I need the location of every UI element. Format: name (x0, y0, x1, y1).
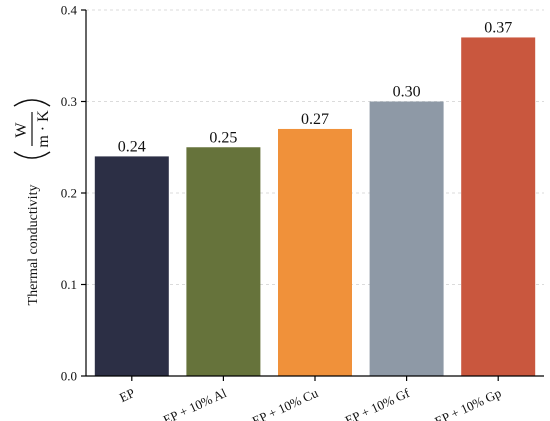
x-tick-label: EP + 10% Gf (343, 385, 413, 421)
bar (369, 101, 444, 376)
y-ticks-group: 0.0 0.1 0.2 0.3 0.4 (61, 3, 86, 384)
bar (94, 156, 169, 376)
unit-numerator: W (13, 122, 30, 138)
x-tick-label: EP + 10% Cu (250, 385, 321, 421)
data-labels-group: 0.24 0.25 0.27 0.30 0.37 (118, 19, 512, 155)
x-ticks-group: EP EP + 10% Al EP + 10% Cu EP + 10% Gf EP + … (117, 376, 503, 421)
data-label: 0.24 (118, 138, 146, 155)
y-tick-label: 0.3 (61, 94, 77, 109)
unit-denominator: m · K (35, 110, 52, 148)
right-paren (13, 99, 51, 107)
x-tick-label: EP (117, 385, 137, 405)
y-axis-label: Thermal conductivity (26, 185, 41, 306)
y-axis-title: Thermal conductivity W m · K (13, 99, 52, 306)
bar (186, 147, 261, 376)
x-tick-label: EP + 10% Gp (432, 385, 503, 421)
data-label: 0.30 (393, 84, 421, 101)
bar (461, 37, 536, 376)
bar (278, 128, 352, 376)
left-paren (13, 151, 51, 159)
bars-group (94, 37, 536, 376)
y-tick-label: 0.2 (61, 186, 77, 201)
y-tick-label: 0.0 (61, 369, 77, 384)
data-label: 0.27 (301, 111, 329, 128)
x-tick-label: EP + 10% Al (161, 385, 229, 421)
data-label: 0.37 (484, 19, 512, 36)
data-label: 0.25 (209, 129, 237, 146)
y-tick-label: 0.4 (61, 3, 78, 18)
y-tick-label: 0.1 (61, 277, 77, 292)
